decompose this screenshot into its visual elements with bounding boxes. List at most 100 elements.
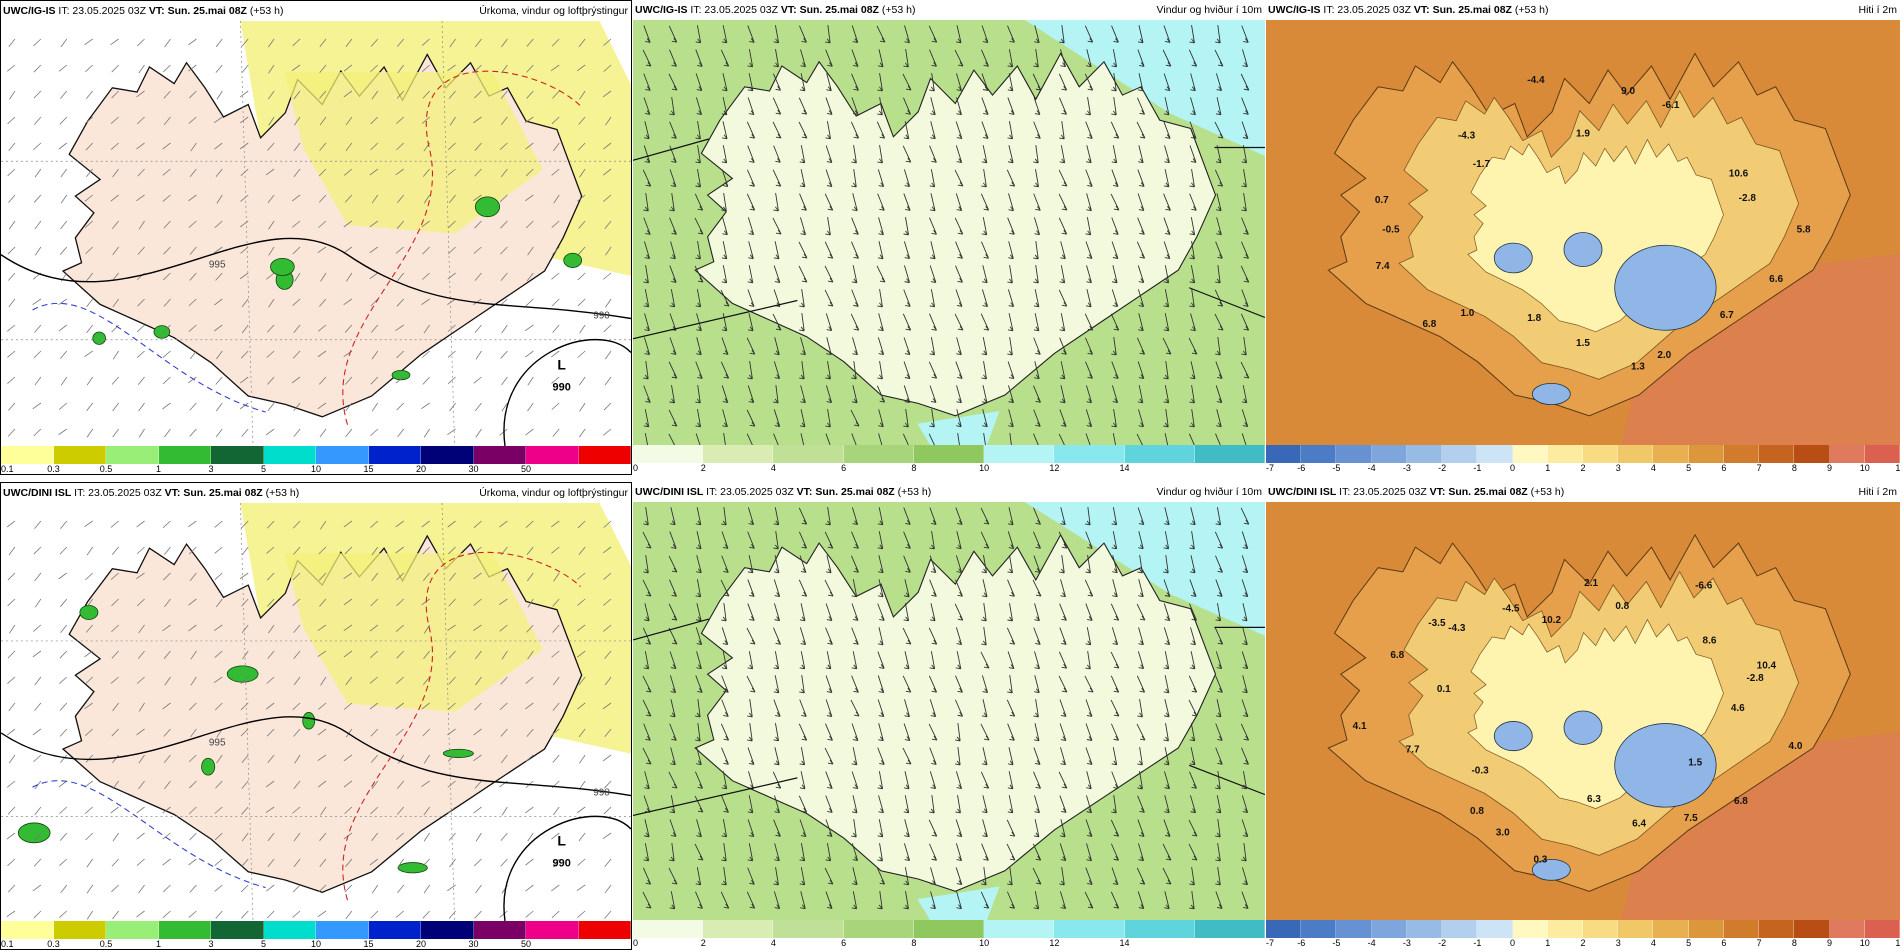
wind-arrow <box>851 97 859 115</box>
wind-barb <box>266 884 275 892</box>
wind-barb <box>343 64 353 72</box>
wind-barb <box>188 298 197 307</box>
wind-arrow <box>642 49 652 67</box>
wind-barb <box>112 220 119 230</box>
wind-arrow <box>800 217 806 236</box>
wind-arrow <box>773 73 781 91</box>
wind-barb <box>448 910 456 919</box>
wind-barb <box>577 142 586 151</box>
wind-barb <box>318 220 327 228</box>
wind-barb <box>216 194 223 204</box>
legend-tick-label: -3 <box>1402 463 1411 473</box>
wind-arrow <box>747 747 755 765</box>
wind-arrow <box>1111 361 1119 379</box>
legend-tick-label: 1 <box>155 939 162 949</box>
wind-arrow <box>1215 241 1223 259</box>
precip-legend: 0.1 0.3 0.5 1 3 5 10 15 20 30 50 <box>1 446 631 474</box>
wind-barb <box>190 728 197 738</box>
wind-arrow <box>878 723 884 742</box>
wind-arrow <box>1034 25 1040 44</box>
wind-arrow <box>1241 603 1248 622</box>
legend-tick-label: 2 <box>700 938 706 948</box>
wind-barb <box>291 376 301 384</box>
wind-barb <box>111 64 119 73</box>
wind-barb <box>294 754 301 764</box>
wind-arrow <box>746 409 756 427</box>
wind-barb <box>85 754 94 763</box>
isobar-line <box>503 815 631 921</box>
wind-barb <box>605 116 612 126</box>
wind-arrow <box>799 409 806 428</box>
wind-barb <box>214 298 223 306</box>
wind-barb <box>475 428 482 438</box>
wind-barb <box>343 90 353 98</box>
wind-arrow <box>747 385 755 404</box>
wind-arrow <box>668 25 678 43</box>
wind-barb <box>86 272 94 282</box>
legend-color-bar <box>633 920 1265 938</box>
wind-barb <box>32 884 42 892</box>
legend-swatch <box>1477 445 1513 463</box>
wind-arrow <box>876 25 886 43</box>
wind-barb <box>60 520 68 529</box>
wind-arrow <box>747 361 753 380</box>
wind-arrow <box>1241 747 1249 765</box>
legend-tick-label: -5 <box>1332 938 1341 948</box>
wind-arrow <box>643 241 651 260</box>
wind-arrow <box>773 409 781 428</box>
wind-arrow <box>1033 409 1041 427</box>
wind-arrow <box>723 433 726 445</box>
wind-barb <box>317 350 327 358</box>
wind-arrow <box>799 289 805 308</box>
wind-barb <box>162 350 171 358</box>
boundary-line <box>1188 287 1265 319</box>
wind-arrow <box>928 675 938 693</box>
legend-tick-label: -1 <box>1473 463 1482 473</box>
wind-arrow <box>1084 25 1094 43</box>
wind-arrow <box>1137 97 1145 115</box>
wind-arrow <box>955 507 963 525</box>
wind-barb <box>164 780 171 790</box>
wind-arrow <box>696 651 702 670</box>
wind-legend: 0 2 4 6 8 10 12 14 <box>633 445 1265 475</box>
wind-barb <box>320 806 327 816</box>
wind-barb <box>266 272 275 280</box>
wind-arrow <box>1215 795 1222 814</box>
low-pressure-letter: L <box>557 833 566 849</box>
boundary-line <box>633 299 798 340</box>
wind-barb <box>33 832 42 841</box>
wind-arrow <box>1059 409 1067 427</box>
wind-arrow <box>1240 265 1250 283</box>
wind-arrow <box>1007 579 1015 597</box>
wind-barb <box>188 220 197 228</box>
wind-barb <box>9 90 16 100</box>
wind-barb <box>524 116 534 124</box>
legend-tick-label: -7 <box>1266 938 1275 948</box>
wind-barb <box>499 910 508 918</box>
wind-arrow <box>1189 193 1197 211</box>
wind-barb <box>371 350 379 360</box>
wind-arrow <box>877 579 884 598</box>
init-time: IT: 23.05.2025 03Z <box>1323 4 1411 16</box>
wind-barb <box>162 910 171 918</box>
map-panel-igis-wind: UWC/IG-IS IT: 23.05.2025 03Z VT: Sun. 25… <box>633 0 1265 475</box>
wind-arrow <box>1085 795 1093 814</box>
wind-barb <box>473 376 482 384</box>
wind-barb <box>33 428 42 437</box>
wind-arrow <box>1136 867 1146 885</box>
legend-swatch <box>1829 920 1865 938</box>
temperature-values: 5.86.66.72.01.31.51.81.06.87.4-0.50.7-1.… <box>1375 75 1811 373</box>
wind-arrow <box>1137 361 1145 379</box>
boundary-line <box>633 138 710 161</box>
wind-barb <box>604 676 612 686</box>
legend-tick-label: 6 <box>1721 463 1727 473</box>
wind-arrow <box>1164 145 1170 164</box>
wind-barb <box>293 780 301 790</box>
wind-barb <box>242 650 249 660</box>
wind-arrow <box>721 385 729 403</box>
wind-arrow <box>1215 651 1223 670</box>
wind-barb <box>214 572 223 580</box>
wind-barb <box>6 832 16 840</box>
wind-arrow <box>981 289 989 308</box>
wind-barb <box>343 246 353 254</box>
